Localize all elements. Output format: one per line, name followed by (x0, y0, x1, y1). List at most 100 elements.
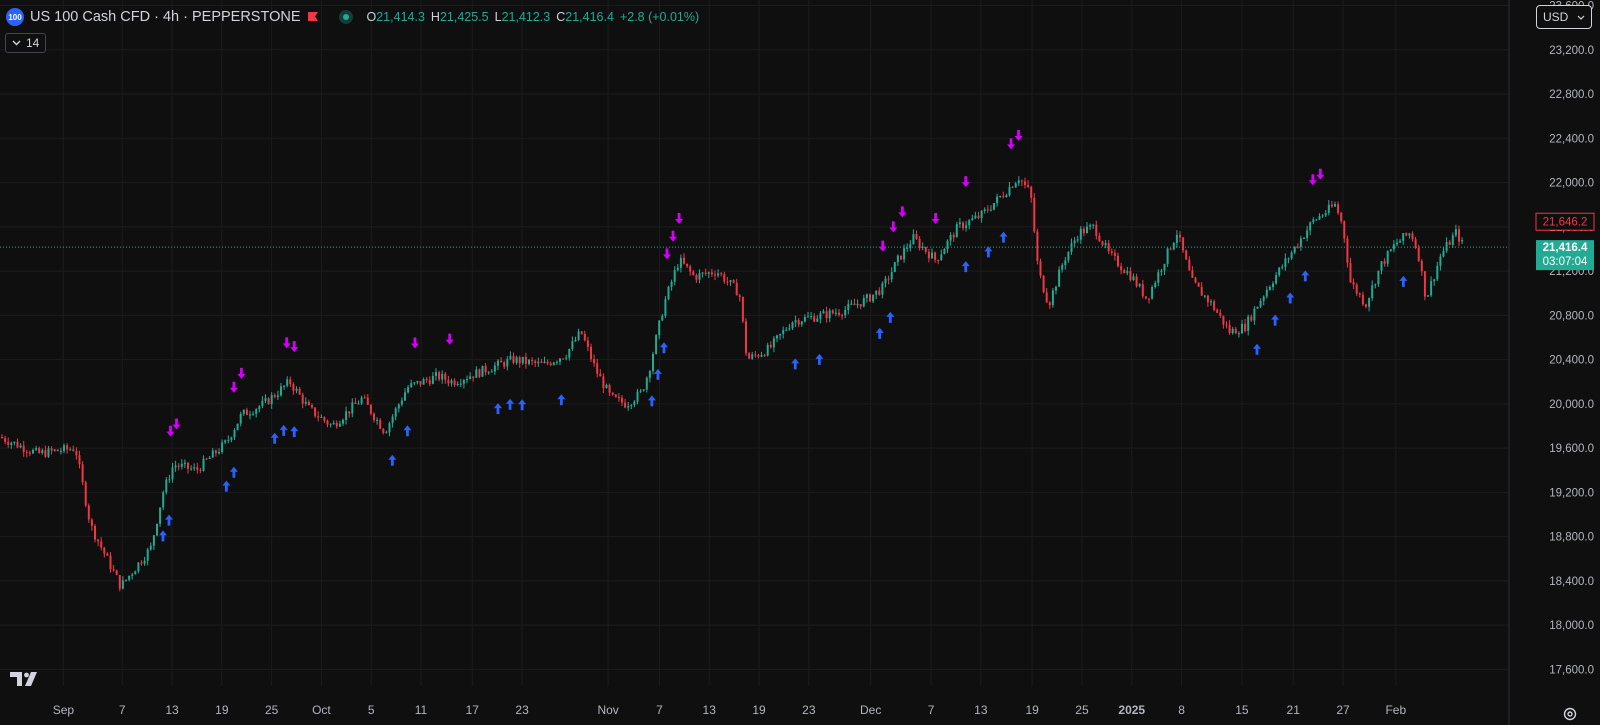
candle-body (1138, 284, 1141, 287)
candle-body (1436, 265, 1439, 280)
symbol-title[interactable]: US 100 Cash CFD · 4h · PEPPERSTONE (30, 9, 301, 25)
close-label: C (556, 10, 566, 24)
candle-body (590, 346, 592, 360)
candle-body (642, 389, 645, 391)
candle-body (1433, 279, 1436, 282)
candle-body (1278, 267, 1281, 276)
candle-body (196, 467, 199, 470)
candle-body (1371, 285, 1374, 299)
candle-body (506, 359, 509, 367)
flag-icon[interactable] (307, 11, 319, 23)
candle-body (1358, 293, 1361, 295)
candle-body (16, 441, 19, 448)
candle-body (41, 450, 44, 453)
candle-body (1092, 224, 1095, 226)
time-tick-label: Nov (597, 703, 618, 717)
candle-body (996, 196, 999, 204)
candle-body (1337, 204, 1340, 214)
candle-body (893, 262, 896, 273)
candle-body (732, 280, 735, 283)
candle-body (72, 449, 75, 452)
sell-arrow-icon (898, 206, 907, 218)
change-value: +2.8 (+0.01%) (619, 10, 700, 24)
symbol-logo-icon[interactable]: 100 (6, 8, 24, 26)
candle-body (1061, 265, 1064, 270)
high-value: 21,425.5 (439, 10, 489, 24)
candle-body (813, 316, 816, 322)
candle-body (670, 281, 673, 287)
candle-body (621, 397, 623, 403)
candle-body (369, 404, 372, 414)
candle-body (596, 363, 599, 374)
price-axis[interactable]: 23,600.023,200.022,800.022,400.022,000.0… (1549, 1, 1594, 677)
time-axis[interactable]: Sep 7 13 19 25 Oct 5 11 17 23 Nov 7 13 19 23 Dec 7 13 19 25… (53, 703, 1407, 717)
candle-body (44, 450, 47, 457)
candle-body (121, 580, 124, 589)
candle-body (1101, 241, 1104, 246)
candle-body (1033, 197, 1036, 232)
candle-body (419, 381, 422, 385)
candle-body (314, 407, 317, 417)
candle-body (800, 321, 803, 325)
candle-body (856, 304, 859, 306)
candle-body (943, 249, 946, 255)
candle-body (134, 571, 137, 575)
candle-body (512, 355, 515, 363)
buy-arrow-icon (158, 530, 167, 542)
candle-body (1234, 328, 1237, 334)
candle-body (1073, 240, 1076, 244)
candle-body (528, 359, 530, 364)
candle-body (1256, 306, 1259, 309)
candle-body (1296, 246, 1299, 248)
candle-body (211, 450, 214, 458)
candle-body (645, 377, 648, 390)
candle-body (1188, 259, 1191, 271)
price-tick-label: 19,200.0 (1549, 487, 1594, 499)
candle-body (1349, 262, 1352, 283)
candle-body (4, 438, 7, 442)
tradingview-logo-icon[interactable] (10, 671, 42, 687)
candle-body (484, 365, 487, 373)
candle-body (912, 234, 915, 245)
candle-body (1055, 286, 1057, 291)
candle-body (751, 354, 754, 359)
candle-body (397, 404, 400, 409)
candle-body (320, 417, 323, 419)
candle-body (1244, 323, 1247, 331)
candle-body (373, 413, 375, 421)
candle-body (289, 379, 292, 385)
candle-body (1117, 255, 1119, 267)
candle-body (577, 331, 580, 340)
candle-body (1408, 233, 1411, 236)
buy-arrow-icon (791, 358, 800, 370)
candle-body (342, 419, 344, 424)
candle-body (103, 547, 106, 554)
candle-body (878, 290, 881, 295)
candle-body (1067, 251, 1070, 261)
candle-body (1144, 296, 1147, 299)
candle-body (1299, 238, 1302, 247)
gear-icon[interactable] (1562, 706, 1578, 722)
candle-body (1405, 233, 1408, 236)
sell-arrow-icon (410, 337, 419, 349)
indicators-toggle-button[interactable]: 14 (5, 33, 47, 53)
candle-body (552, 362, 555, 365)
candle-body (1374, 284, 1377, 286)
candle-body (636, 391, 639, 402)
market-status-icon[interactable] (338, 10, 353, 24)
candle-body (239, 413, 242, 424)
candle-body (410, 383, 413, 388)
candle-body (633, 401, 636, 406)
currency-select[interactable]: USD (1536, 5, 1592, 29)
candle-body (261, 400, 264, 407)
time-tick-label: 7 (928, 703, 935, 717)
candle-body (1175, 234, 1178, 243)
candle-body (515, 357, 518, 363)
candle-body (1303, 237, 1305, 239)
candle-body (568, 348, 571, 358)
candle-body (500, 360, 503, 363)
buy-arrow-icon (1399, 275, 1408, 287)
sell-arrow-icon (237, 367, 246, 379)
candle-body (1135, 276, 1138, 287)
